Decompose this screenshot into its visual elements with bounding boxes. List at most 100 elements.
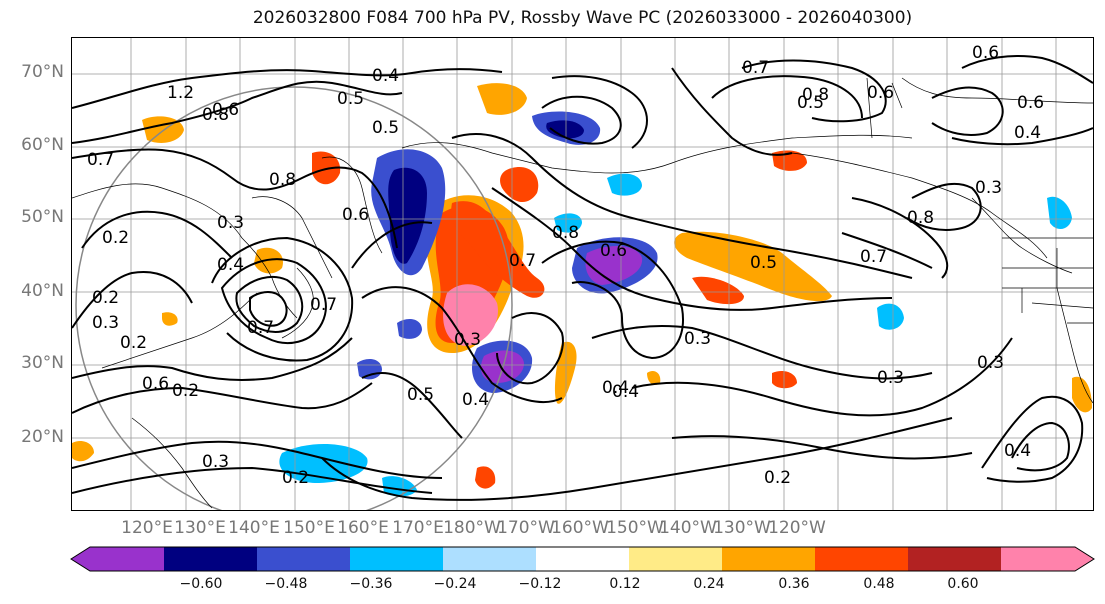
colorbar-tick-label: −0.36 xyxy=(349,576,393,592)
contour-label: 0.5 xyxy=(797,93,824,113)
contour-label: 0.2 xyxy=(92,288,119,308)
colorbar-outline xyxy=(70,546,1095,572)
contour-label: 1.2 xyxy=(167,83,194,103)
colorbar-swatch xyxy=(815,547,909,571)
lat-label-40n: 40°N xyxy=(21,281,64,301)
contour-label: 0.5 xyxy=(407,385,434,405)
positive-anomaly-blob xyxy=(1072,376,1092,413)
contour-label: 0.6 xyxy=(600,241,627,261)
map-canvas: 0.4 0.5 0.6 0.7 0.8 0.6 0.7 0.3 0.2 0.3 … xyxy=(72,38,1093,510)
lon-label-120e: 120°E xyxy=(121,518,173,538)
colorbar-swatch xyxy=(257,547,351,571)
positive-anomaly-blob xyxy=(772,371,797,389)
map-gridlines xyxy=(72,38,1093,510)
negative-anomaly-blob xyxy=(877,303,904,330)
contour-label: 0.7 xyxy=(742,58,769,78)
contour-label: 0.7 xyxy=(860,247,887,267)
colorbar-tick-label: 0.12 xyxy=(609,576,641,592)
contour-label: 0.2 xyxy=(282,468,309,488)
lon-label-140w: 140°W xyxy=(659,518,717,538)
contour-label: 0.8 xyxy=(202,105,229,125)
contour-label: 0.4 xyxy=(462,390,489,410)
colorbar-swatches xyxy=(71,547,1094,571)
lat-label-20n: 20°N xyxy=(21,427,64,447)
lon-label-130e: 130°E xyxy=(174,518,226,538)
lat-label-30n: 30°N xyxy=(21,353,64,373)
contour-label: 0.3 xyxy=(684,329,711,349)
lat-label-70n: 70°N xyxy=(21,62,64,82)
positive-anomaly-blob xyxy=(477,83,527,115)
map-title: 2026032800 F084 700 hPa PV, Rossby Wave … xyxy=(252,8,913,28)
positive-anomaly-blob xyxy=(674,231,832,302)
positive-anomaly-blob xyxy=(500,167,539,203)
negative-anomaly-blob xyxy=(554,213,582,233)
contour-label: 0.3 xyxy=(217,213,244,233)
contour-label: 0.3 xyxy=(454,330,481,350)
contour-label: 0.3 xyxy=(877,368,904,388)
colorbar-tick-label: −0.24 xyxy=(433,576,477,592)
contour-label: 0.2 xyxy=(120,333,147,353)
negative-anomaly-blob xyxy=(357,358,382,380)
negative-anomaly-blob xyxy=(397,318,422,339)
negative-anomaly-blob xyxy=(607,173,642,196)
contour-labels: 0.4 0.5 0.6 0.7 0.8 0.6 0.7 0.3 0.2 0.3 … xyxy=(87,43,1044,488)
positive-anomaly-blob xyxy=(475,466,496,489)
lon-label-160w: 160°W xyxy=(551,518,609,538)
colorbar-tick-label: 0.48 xyxy=(863,576,895,592)
pv-contours xyxy=(72,55,1093,501)
contour-label: 0.6 xyxy=(342,205,369,225)
contour-label: 0.3 xyxy=(975,178,1002,198)
lat-label-60n: 60°N xyxy=(21,135,64,155)
contour-label: 0.8 xyxy=(802,85,829,105)
colorbar-tick-label: 0.60 xyxy=(947,576,979,592)
lon-label-170w: 170°W xyxy=(497,518,555,538)
colorbar-tick-label: 0.36 xyxy=(778,576,810,592)
contour-label: 0.7 xyxy=(247,318,274,338)
colorbar-swatch xyxy=(629,547,723,571)
contour-label: 0.4 xyxy=(1004,441,1031,461)
lat-label-50n: 50°N xyxy=(21,207,64,227)
negative-anomaly-blob xyxy=(546,120,584,139)
negative-anomaly-blob xyxy=(388,167,427,264)
colorbar-swatch xyxy=(443,547,537,571)
contour-label: 0.4 xyxy=(1014,123,1041,143)
contour-label: 0.8 xyxy=(907,208,934,228)
contour-label: 0.3 xyxy=(977,353,1004,373)
contour-label: 0.6 xyxy=(867,83,894,103)
contour-label: 0.6 xyxy=(972,43,999,63)
contour-label: 0.8 xyxy=(552,223,579,243)
colorbar-swatch xyxy=(722,547,816,571)
lon-label-120w: 120°W xyxy=(768,518,826,538)
contour-label: 0.4 xyxy=(612,382,639,402)
coastlines xyxy=(72,77,1093,509)
map-panel: 0.4 0.5 0.6 0.7 0.8 0.6 0.7 0.3 0.2 0.3 … xyxy=(71,37,1094,511)
contour-label: 0.6 xyxy=(142,374,169,394)
contour-label: 0.5 xyxy=(337,89,364,109)
lon-label-160e: 160°E xyxy=(337,518,389,538)
contour-label: 0.2 xyxy=(172,381,199,401)
positive-anomaly-blob xyxy=(72,441,94,462)
positive-anomaly-blob xyxy=(451,201,545,298)
positive-anomaly-blob xyxy=(162,312,178,326)
positive-anomaly-blob xyxy=(692,276,744,305)
anomaly-shading xyxy=(72,83,1092,497)
negative-anomaly-blob xyxy=(585,246,643,285)
lon-label-170e: 170°E xyxy=(392,518,444,538)
contour-label: 0.2 xyxy=(102,228,129,248)
contour-label: 0.7 xyxy=(87,150,114,170)
contour-label: 0.6 xyxy=(1017,93,1044,113)
colorbar-tick-label: −0.12 xyxy=(518,576,562,592)
region-circle xyxy=(75,86,513,510)
lon-label-130w: 130°W xyxy=(713,518,771,538)
negative-anomaly-blob xyxy=(1047,196,1072,230)
contour-label: 0.4 xyxy=(602,378,629,398)
contour-label: 0.7 xyxy=(509,251,536,271)
contour-label: 0.3 xyxy=(202,452,229,472)
colorbar-swatch xyxy=(908,547,1002,571)
contour-label: 0.4 xyxy=(217,255,244,275)
contour-label: 0.5 xyxy=(750,253,777,273)
colorbar-tick-label: 0.24 xyxy=(693,576,725,592)
lon-label-150e: 150°E xyxy=(283,518,335,538)
colorbar-swatch xyxy=(71,547,164,571)
positive-anomaly-blob xyxy=(647,371,661,385)
